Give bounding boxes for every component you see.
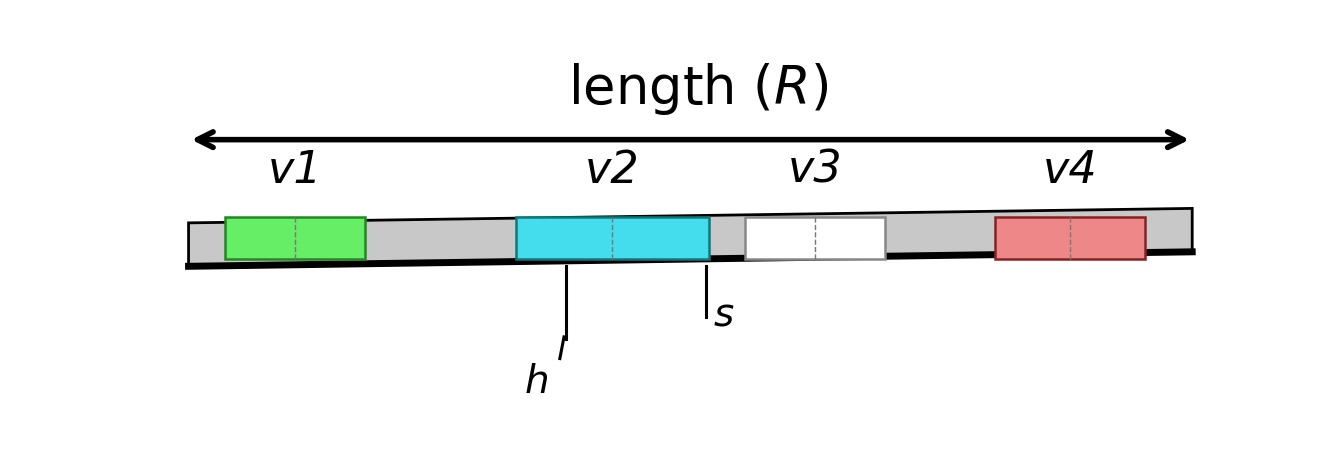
Polygon shape [188,208,1192,266]
Text: v4: v4 [1043,149,1098,192]
Bar [994,218,1145,259]
Text: v3: v3 [788,149,843,192]
Text: h: h [525,363,549,401]
Text: length ($\it{R}$): length ($\it{R}$) [568,61,828,117]
Bar [745,218,886,259]
Bar [225,218,365,259]
Text: v2: v2 [585,149,640,192]
Text: s: s [714,296,734,334]
Bar [517,218,709,259]
Text: v1: v1 [268,149,322,192]
